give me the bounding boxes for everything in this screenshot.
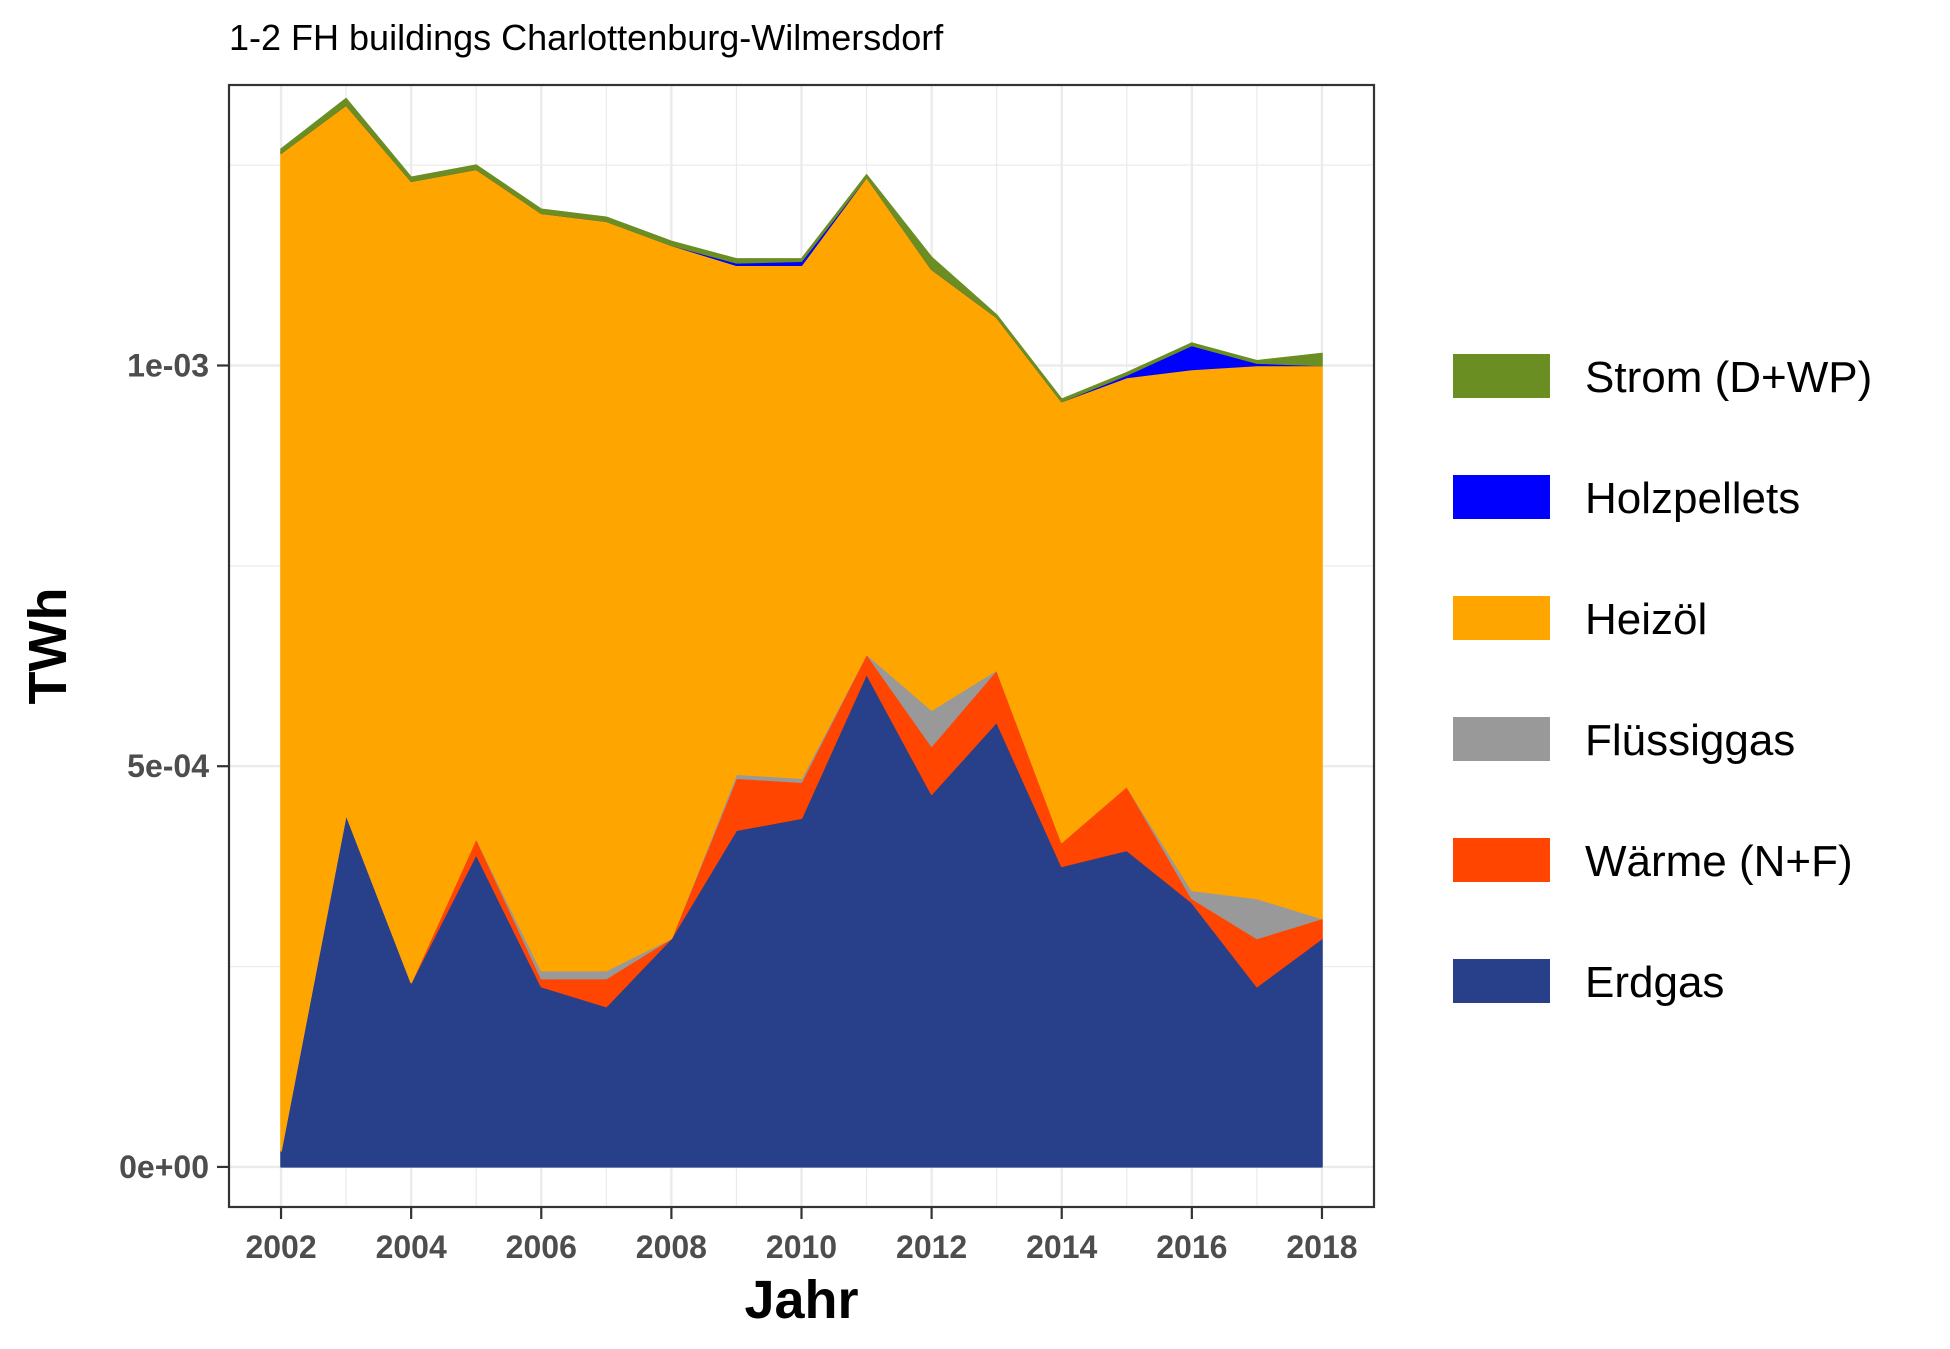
y-tick-label: 0e+00 <box>119 1149 209 1185</box>
legend-label: Wärme (N+F) <box>1585 837 1853 886</box>
legend-label: Holzpellets <box>1585 474 1800 523</box>
legend-key <box>1453 354 1550 398</box>
legend-key <box>1453 959 1550 1003</box>
x-tick-label: 2002 <box>245 1229 316 1265</box>
legend-label: Strom (D+WP) <box>1585 353 1872 402</box>
legend-key <box>1453 596 1550 640</box>
legend-label: Flüssiggas <box>1585 716 1795 765</box>
y-tick-label: 5e-04 <box>127 748 209 784</box>
y-tick-label: 1e-03 <box>127 348 209 384</box>
legend-key <box>1453 838 1550 882</box>
x-tick-label: 2014 <box>1026 1229 1097 1265</box>
x-tick-label: 2018 <box>1286 1229 1357 1265</box>
x-axis-title: Jahr <box>744 1270 858 1330</box>
x-axis: 2002 2004 2006 2008 2010 2012 2014 2016 2018 <box>245 1207 1358 1265</box>
x-tick-label: 2008 <box>636 1229 707 1265</box>
area-strom-d-wp <box>280 97 1323 403</box>
x-tick-label: 2016 <box>1156 1229 1227 1265</box>
legend-label: Erdgas <box>1585 958 1724 1007</box>
plot-panel <box>227 83 1376 1209</box>
chart-title: 1-2 FH buildings Charlottenburg-Wilmersd… <box>229 17 944 58</box>
x-tick-label: 2010 <box>766 1229 837 1265</box>
stacked-areas <box>280 97 1323 1168</box>
y-axis-title: TWh <box>18 588 78 705</box>
y-axis: 0e+00 5e-04 1e-03 <box>119 348 229 1185</box>
legend-key <box>1453 717 1550 761</box>
x-tick-label: 2004 <box>376 1229 447 1265</box>
x-tick-label: 2012 <box>896 1229 967 1265</box>
legend-label: Heizöl <box>1585 595 1707 644</box>
legend-key <box>1453 475 1550 519</box>
x-tick-label: 2006 <box>506 1229 577 1265</box>
legend: Strom (D+WP) Holzpellets Heizöl Flüssiggas W… <box>1453 353 1872 1007</box>
